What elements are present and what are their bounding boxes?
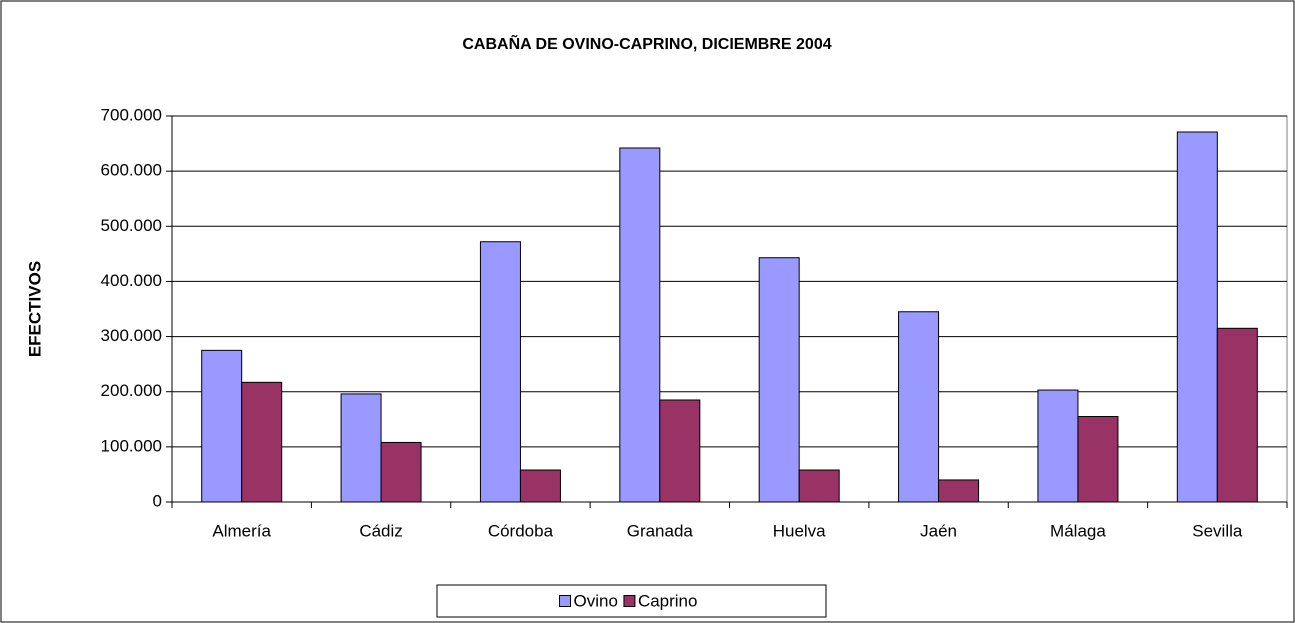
- bar: [201, 349, 243, 503]
- bar: [1037, 389, 1079, 503]
- x-tick-label: Sevilla: [1192, 521, 1243, 540]
- y-tick-label: 400.000: [101, 271, 162, 290]
- bar: [519, 469, 561, 503]
- x-tick-label: Cádiz: [359, 521, 402, 540]
- y-tick-label: 500.000: [101, 216, 162, 235]
- x-tick-label: Huelva: [773, 521, 826, 540]
- y-tick-label: 700.000: [101, 105, 162, 124]
- bar: [241, 381, 283, 503]
- y-tick-label: 300.000: [101, 326, 162, 345]
- x-tick-label: Córdoba: [488, 521, 554, 540]
- bar: [798, 469, 840, 503]
- legend-label: Caprino: [638, 591, 698, 610]
- x-tick-label: Jaén: [920, 521, 957, 540]
- plot-area: [171, 115, 1288, 503]
- bar: [938, 479, 980, 503]
- x-tick-label: Málaga: [1050, 521, 1106, 540]
- legend-swatch: [559, 595, 572, 607]
- y-tick-label: 0: [153, 491, 162, 510]
- bar: [1216, 327, 1258, 503]
- y-axis-label: EFECTIVOS: [25, 261, 44, 357]
- legend-swatch: [623, 595, 636, 607]
- bar: [758, 257, 800, 503]
- legend-label: Ovino: [574, 591, 618, 610]
- bar: [1077, 416, 1119, 503]
- y-tick-label: 100.000: [101, 436, 162, 455]
- y-tick-label: 600.000: [101, 161, 162, 180]
- bar: [1176, 131, 1218, 503]
- bar: [619, 147, 661, 503]
- x-tick-label: Granada: [627, 521, 694, 540]
- x-tick-label: Almería: [212, 521, 271, 540]
- bar: [898, 311, 940, 503]
- bar: [659, 399, 701, 503]
- bar: [479, 241, 521, 503]
- bar: [340, 393, 382, 503]
- bar: [380, 441, 422, 503]
- y-tick-label: 200.000: [101, 381, 162, 400]
- chart-title: CABAÑA DE OVINO-CAPRINO, DICIEMBRE 2004: [462, 33, 831, 53]
